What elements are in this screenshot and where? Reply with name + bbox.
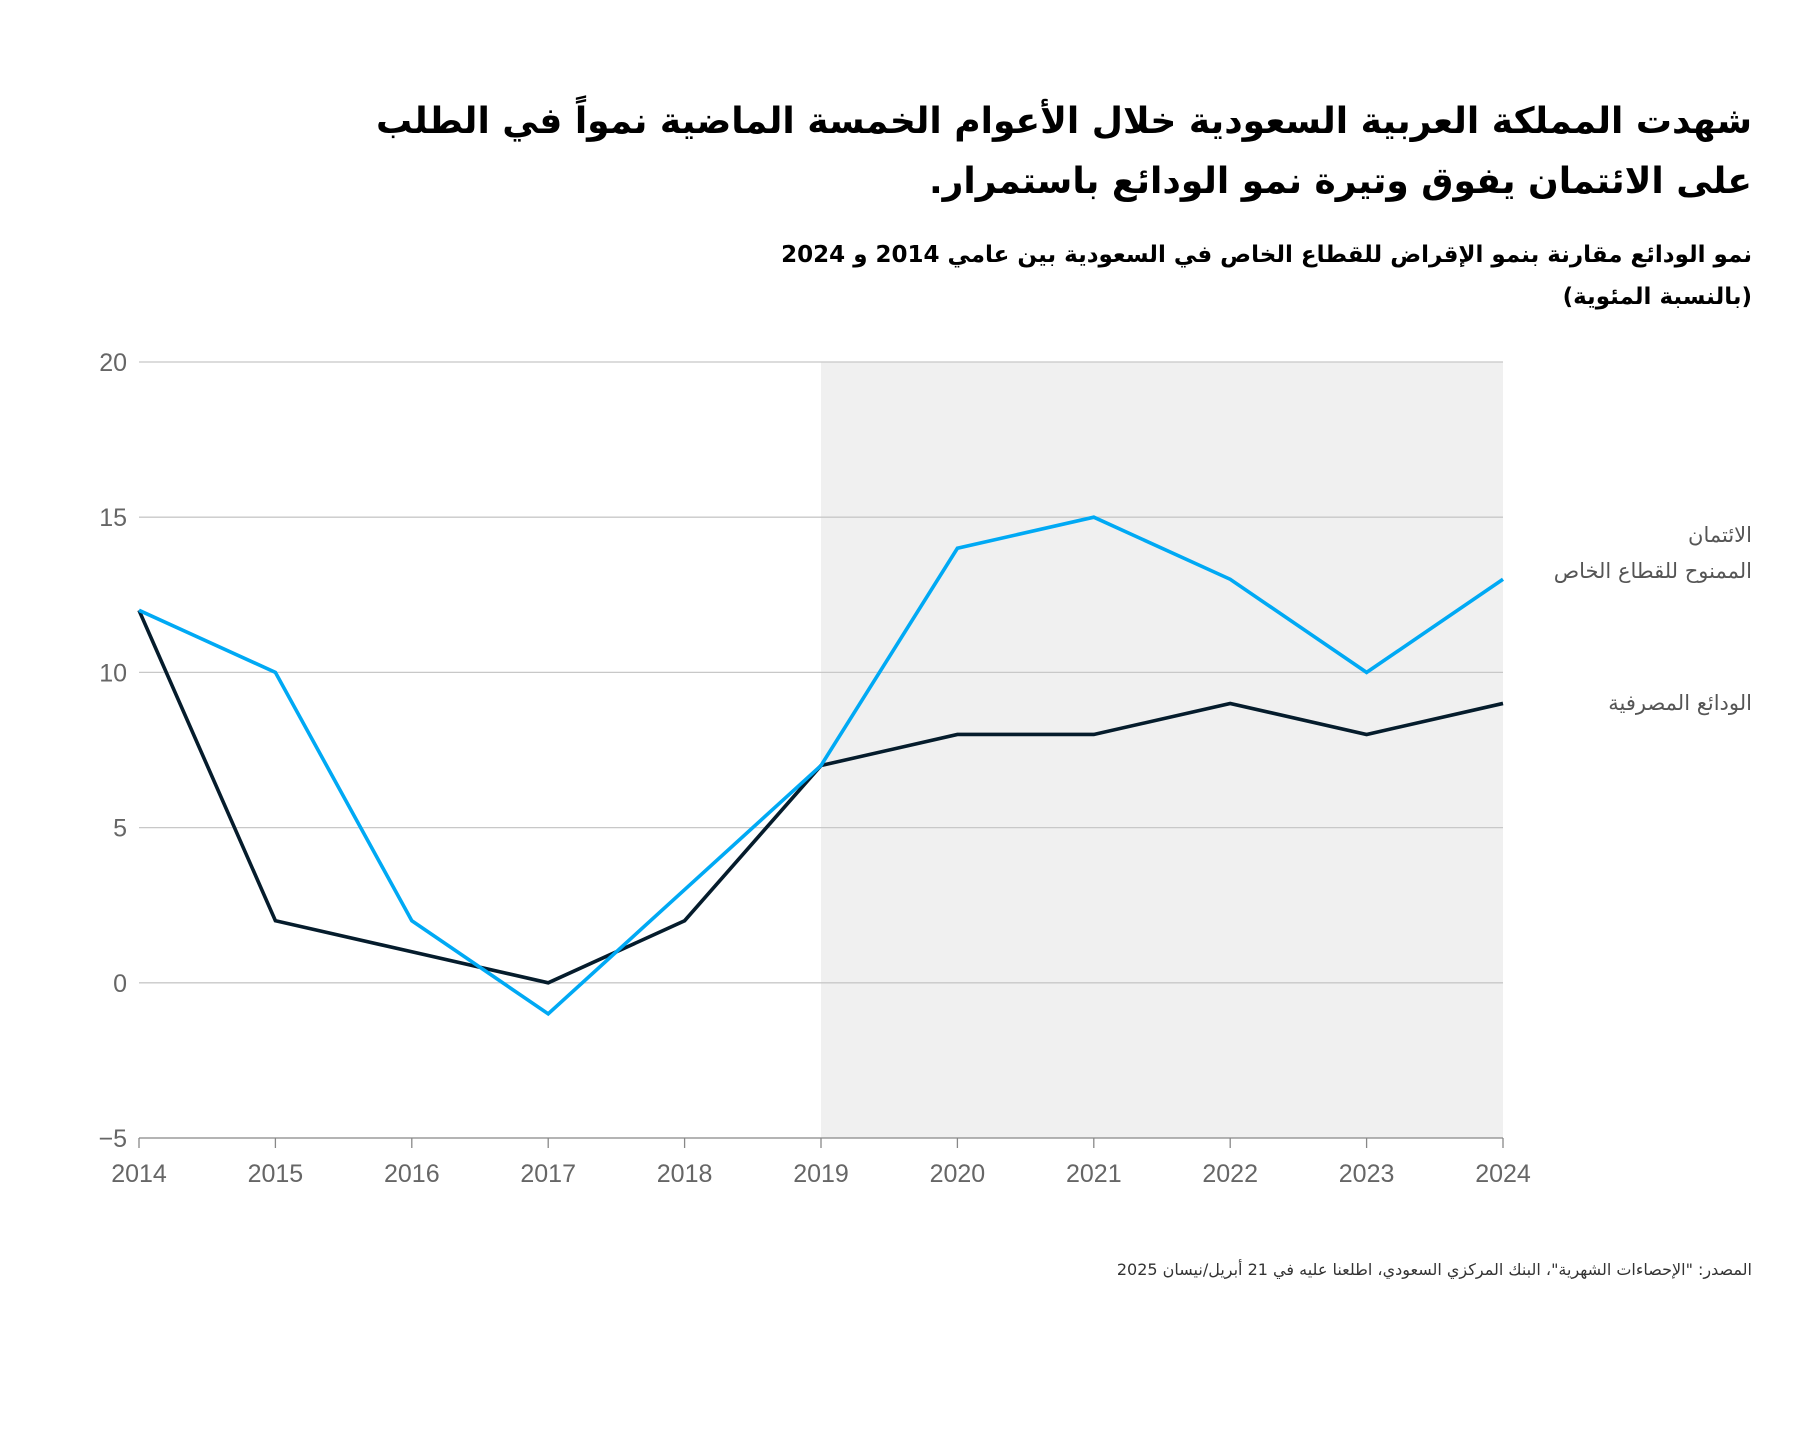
x-tick-label: 2021: [1066, 1160, 1122, 1188]
x-tick-label: 2023: [1339, 1160, 1395, 1188]
x-tick-label: 2019: [793, 1160, 849, 1188]
x-tick-label: 2014: [111, 1160, 167, 1188]
shaded-region: [821, 362, 1503, 1138]
legend-label-credit-line1: الائتمان: [1688, 523, 1752, 547]
x-tick-label: 2017: [520, 1160, 576, 1188]
credit-line: [138, 515, 1505, 1017]
y-tick-label: −5: [98, 1125, 127, 1153]
legend-label-deposits: الودائع المصرفية: [1608, 691, 1752, 715]
x-tick-label: 2016: [384, 1160, 440, 1188]
legend-label-credit-line2: الممنوح للقطاع الخاص: [1553, 559, 1752, 583]
source-note: المصدر: "الإحصاءات الشهرية"، البنك المرك…: [1116, 1260, 1752, 1279]
x-tick-label: 2022: [1202, 1160, 1258, 1188]
chart-subtitle: نمو الودائع مقارنة بنمو الإقراض للقطاع ا…: [781, 242, 1752, 310]
y-tick-label: 0: [113, 970, 127, 998]
chart-title: شهدت المملكة العربية السعودية خلال الأعو…: [376, 101, 1752, 202]
y-tick-label: 10: [99, 659, 127, 687]
x-tick-label: 2018: [657, 1160, 713, 1188]
x-tick-label: 2015: [248, 1160, 304, 1188]
y-tick-label: 5: [113, 815, 127, 843]
y-tick-label: 20: [99, 349, 127, 377]
x-tick-label: 2024: [1475, 1160, 1531, 1188]
x-tick-label: 2020: [930, 1160, 986, 1188]
y-tick-label: 15: [99, 504, 127, 532]
